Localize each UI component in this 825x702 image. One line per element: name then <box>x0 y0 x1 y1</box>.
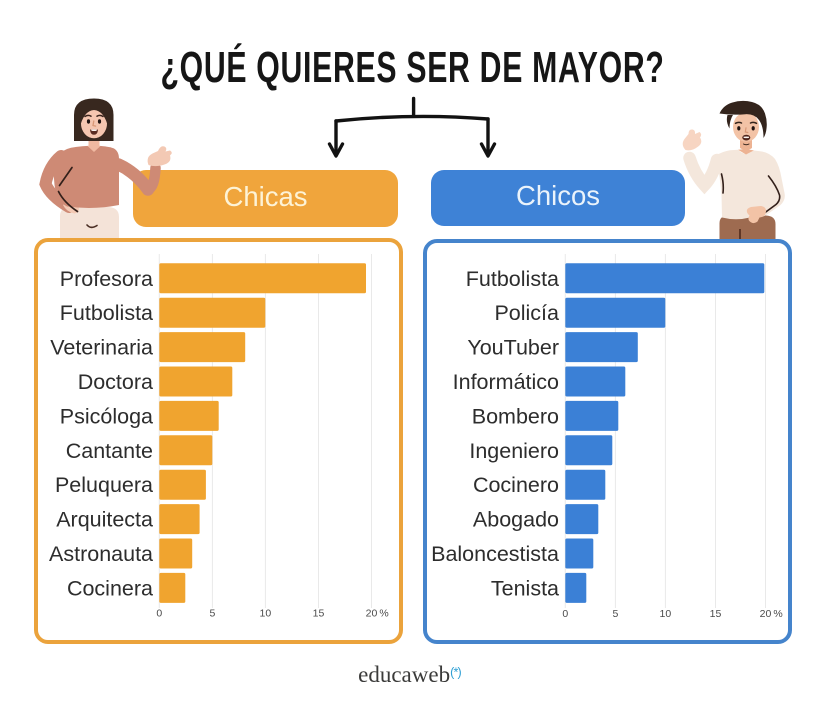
svg-text:5: 5 <box>209 608 215 620</box>
svg-text:Policía: Policía <box>494 301 559 325</box>
svg-text:Informático: Informático <box>453 370 559 394</box>
svg-text:10: 10 <box>660 608 672 620</box>
svg-text:Bombero: Bombero <box>472 404 559 428</box>
svg-text:%: % <box>773 608 782 620</box>
svg-text:%: % <box>379 608 388 620</box>
svg-text:20: 20 <box>366 608 378 620</box>
svg-text:Cantante: Cantante <box>66 439 153 463</box>
svg-text:Abogado: Abogado <box>473 508 559 532</box>
svg-text:Futbolista: Futbolista <box>60 301 153 325</box>
svg-text:0: 0 <box>562 608 568 620</box>
svg-text:0: 0 <box>156 608 162 620</box>
svg-text:Doctora: Doctora <box>78 370 153 394</box>
svg-text:Baloncestista: Baloncestista <box>431 542 559 566</box>
svg-text:Profesora: Profesora <box>60 267 153 291</box>
svg-text:Arquitecta: Arquitecta <box>56 508 153 532</box>
svg-text:15: 15 <box>313 608 325 620</box>
svg-text:Futbolista: Futbolista <box>466 267 559 291</box>
svg-text:5: 5 <box>612 608 618 620</box>
svg-text:Cocinero: Cocinero <box>473 473 559 497</box>
svg-text:Psicóloga: Psicóloga <box>60 404 153 428</box>
svg-text:10: 10 <box>260 608 272 620</box>
svg-text:YouTuber: YouTuber <box>467 336 559 360</box>
svg-text:Peluquera: Peluquera <box>55 473 153 497</box>
svg-text:Veterinaria: Veterinaria <box>50 336 153 360</box>
svg-text:20: 20 <box>760 608 772 620</box>
svg-text:Cocinera: Cocinera <box>67 576 153 600</box>
svg-text:Tenista: Tenista <box>491 576 559 600</box>
svg-text:Astronauta: Astronauta <box>49 542 153 566</box>
svg-text:15: 15 <box>710 608 722 620</box>
svg-text:Ingeniero: Ingeniero <box>469 439 559 463</box>
